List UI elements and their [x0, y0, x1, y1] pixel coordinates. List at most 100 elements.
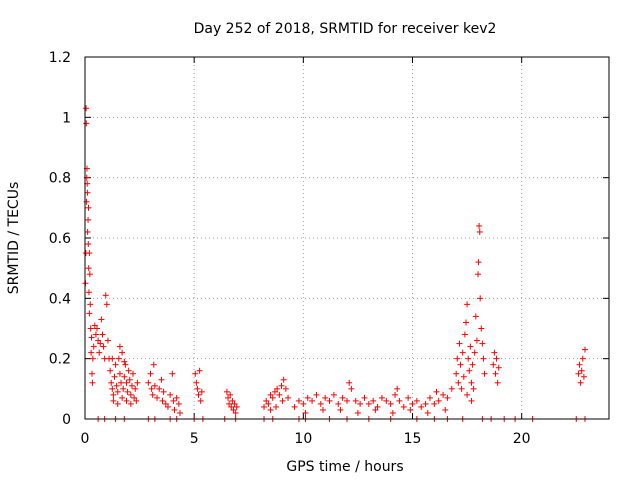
data-point — [456, 340, 463, 347]
data-point — [468, 379, 475, 386]
data-point — [418, 403, 425, 410]
data-point — [263, 397, 270, 404]
chart-title: Day 252 of 2018, SRMTID for receiver kev… — [194, 21, 497, 37]
data-point — [458, 385, 465, 392]
data-point — [226, 400, 233, 407]
data-point — [476, 228, 483, 235]
data-point — [468, 397, 475, 404]
data-point — [134, 379, 141, 386]
data-point — [322, 394, 329, 401]
data-point — [464, 301, 471, 308]
data-point — [149, 391, 156, 398]
data-point — [348, 385, 355, 392]
data-point — [87, 325, 94, 332]
data-point — [374, 403, 381, 410]
data-point — [160, 388, 167, 395]
data-point — [409, 400, 416, 407]
data-point — [476, 222, 483, 229]
data-point — [88, 370, 95, 377]
data-point — [115, 355, 122, 362]
data-point — [167, 391, 174, 398]
data-point — [114, 400, 121, 407]
data-point — [448, 385, 455, 392]
data-point — [119, 349, 126, 356]
data-point — [440, 391, 447, 398]
data-point — [225, 394, 232, 401]
data-point — [230, 406, 237, 413]
data-point — [110, 397, 117, 404]
data-point — [85, 241, 92, 248]
x-tick-label: 0 — [81, 431, 90, 447]
data-point — [339, 394, 346, 401]
data-point — [109, 385, 116, 392]
data-point — [444, 394, 451, 401]
data-point — [99, 331, 106, 338]
data-point — [319, 406, 326, 413]
data-point — [274, 385, 281, 392]
data-point — [145, 379, 152, 386]
y-tick-label: 0.2 — [49, 352, 71, 368]
data-point — [493, 355, 500, 362]
data-point — [396, 397, 403, 404]
data-point — [196, 367, 203, 374]
data-point — [121, 373, 128, 380]
data-point — [127, 400, 134, 407]
data-point — [422, 400, 429, 407]
data-point — [442, 406, 449, 413]
data-point — [102, 292, 109, 299]
data-point — [148, 385, 155, 392]
x-tick-label: 5 — [190, 431, 199, 447]
data-point — [175, 400, 182, 407]
data-point — [405, 394, 412, 401]
data-point — [494, 379, 501, 386]
data-point — [125, 367, 132, 374]
data-point — [120, 385, 127, 392]
data-point — [466, 367, 473, 374]
axis-ticks — [84, 56, 609, 420]
data-point — [495, 364, 502, 371]
data-point — [228, 403, 235, 410]
data-point — [317, 400, 324, 407]
data-point — [88, 334, 95, 341]
data-point — [107, 367, 114, 374]
data-point — [460, 373, 467, 380]
data-point — [195, 391, 202, 398]
data-point — [457, 361, 464, 368]
data-point — [330, 391, 337, 398]
data-point — [276, 391, 283, 398]
data-point — [92, 331, 99, 338]
data-point — [273, 403, 280, 410]
data-point — [265, 400, 272, 407]
data-point — [88, 349, 95, 356]
data-point — [352, 397, 359, 404]
y-tick-label: 0 — [62, 412, 71, 428]
data-point — [480, 355, 487, 362]
data-point — [313, 391, 320, 398]
data-point — [365, 400, 372, 407]
data-point — [103, 301, 110, 308]
data-point — [471, 349, 478, 356]
data-point — [116, 370, 123, 377]
data-point — [83, 120, 90, 127]
data-point — [124, 388, 131, 395]
data-point — [169, 370, 176, 377]
y-tick-label: 1 — [62, 110, 71, 126]
x-axis-label: GPS time / hours — [286, 459, 403, 475]
grid-lines — [85, 57, 609, 419]
data-point — [156, 385, 163, 392]
data-point — [90, 343, 97, 350]
data-point — [100, 343, 107, 350]
data-point — [104, 337, 111, 344]
data-point — [465, 355, 472, 362]
data-point — [473, 337, 480, 344]
y-tick-label: 1.2 — [49, 50, 71, 66]
data-point — [91, 322, 98, 329]
data-point — [198, 388, 205, 395]
data-point — [118, 379, 125, 386]
data-point — [231, 400, 238, 407]
data-point — [173, 394, 180, 401]
data-point — [462, 319, 469, 326]
data-point — [151, 382, 158, 389]
data-point — [164, 403, 171, 410]
data-point — [461, 331, 468, 338]
